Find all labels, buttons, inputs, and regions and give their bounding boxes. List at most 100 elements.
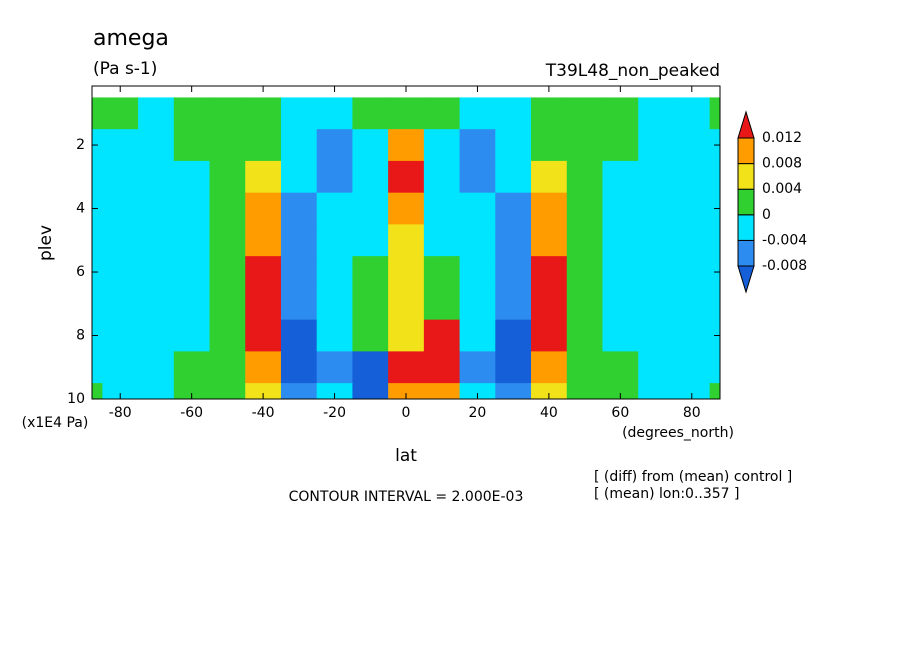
contour-cell (531, 351, 568, 384)
contour-cell (352, 224, 389, 257)
contour-cell (566, 256, 603, 289)
contour-cell (209, 129, 246, 162)
x-tick-label: 20 (469, 405, 487, 421)
contour-cell (388, 224, 425, 257)
contour-cell (495, 287, 532, 321)
contour-cell (602, 256, 639, 289)
contour-cell (173, 224, 211, 257)
x-units: (degrees_north) (622, 425, 734, 441)
colorbar-box (737, 214, 755, 241)
x-tick-label: 80 (683, 405, 701, 421)
subtitle: T39L48_non_peaked (545, 61, 720, 81)
y-label: plev (36, 225, 56, 261)
note: [ (mean) lon:0..357 ] (594, 486, 739, 502)
contour-cell (602, 192, 639, 225)
contour-cell (209, 97, 246, 130)
contour-cell (102, 287, 139, 321)
contour-cell (138, 383, 175, 399)
contour-cell (566, 224, 603, 257)
contour-cell (173, 319, 211, 352)
x-tick-label: 40 (540, 405, 558, 421)
contour-cell (173, 160, 211, 194)
contour-cell (531, 287, 568, 321)
contour-cell (352, 192, 389, 225)
contour-cell (102, 97, 139, 130)
contour-cell (280, 351, 318, 384)
contour-cell (566, 351, 603, 384)
x-tick-label: -20 (323, 405, 346, 421)
contour-cell (459, 287, 496, 321)
contour-cell (388, 383, 425, 399)
contour-cell (709, 224, 720, 257)
contour-cell (316, 192, 353, 225)
contour-cell (92, 224, 103, 257)
contour-cell (245, 256, 282, 289)
contour-cell (245, 192, 282, 225)
contour-cell (638, 256, 675, 289)
contour-cell (495, 224, 532, 257)
contour-cell (280, 192, 318, 225)
contour-cell (245, 287, 282, 321)
contour-cell (423, 160, 461, 194)
contour-cell (138, 224, 175, 257)
contour-cell (638, 319, 675, 352)
colorbar-box (737, 163, 755, 190)
contour-cell (102, 129, 139, 162)
contour-cell (388, 256, 425, 289)
x-tick-label: -80 (109, 405, 132, 421)
colorbar-label: 0 (762, 207, 771, 223)
contour-cell (352, 287, 389, 321)
contour-cell (459, 129, 496, 162)
contour-cell (388, 129, 425, 162)
contour-cell (173, 256, 211, 289)
contour-cell (245, 160, 282, 194)
footer: CONTOUR INTERVAL = 2.000E-03 (289, 489, 524, 505)
contour-cell (280, 383, 318, 399)
contour-cell (709, 160, 720, 194)
contour-cell (423, 97, 461, 130)
contour-cell (459, 351, 496, 384)
contour-cell (316, 351, 353, 384)
contour-cell (495, 319, 532, 352)
contour-cell (495, 97, 532, 130)
contour-cell (92, 287, 103, 321)
contour-cell (709, 351, 720, 384)
colorbar-label: -0.004 (762, 232, 807, 248)
y-units: (x1E4 Pa) (22, 415, 89, 431)
contour-cell (280, 256, 318, 289)
contour-cell (566, 97, 603, 130)
colorbar-label: 0.008 (762, 156, 802, 172)
contour-cell (352, 383, 389, 399)
contour-cell (495, 160, 532, 194)
x-tick-label: -40 (252, 405, 275, 421)
contour-cell (531, 129, 568, 162)
contour-cell (566, 129, 603, 162)
contour-cell (173, 192, 211, 225)
contour-cell (316, 160, 353, 194)
contour-cell (245, 97, 282, 130)
contour-cell (673, 97, 711, 130)
contour-cell (459, 383, 496, 399)
contour-cell (92, 383, 103, 399)
colorbar-label: 0.004 (762, 181, 802, 197)
contour-cell (459, 160, 496, 194)
contour-cell (173, 97, 211, 130)
contour-cell (138, 129, 175, 162)
contour-cell (388, 351, 425, 384)
contour-cell (495, 192, 532, 225)
y-tick-label: 8 (76, 328, 85, 344)
contour-cell (423, 256, 461, 289)
contour-cell (602, 287, 639, 321)
contour-cell (709, 97, 720, 130)
contour-cell (173, 351, 211, 384)
contour-cell (459, 256, 496, 289)
axes: -80 -60 -40 -20 0 20 40 60 80 2 4 6 8 10 (67, 85, 721, 421)
contour-cell (459, 192, 496, 225)
contour-cell (638, 160, 675, 194)
contour-cell (209, 192, 246, 225)
contour-cell (138, 192, 175, 225)
contour-cell (673, 351, 711, 384)
colorbar-triangle (737, 110, 755, 139)
contour-cell (602, 97, 639, 130)
contour-cell (280, 129, 318, 162)
